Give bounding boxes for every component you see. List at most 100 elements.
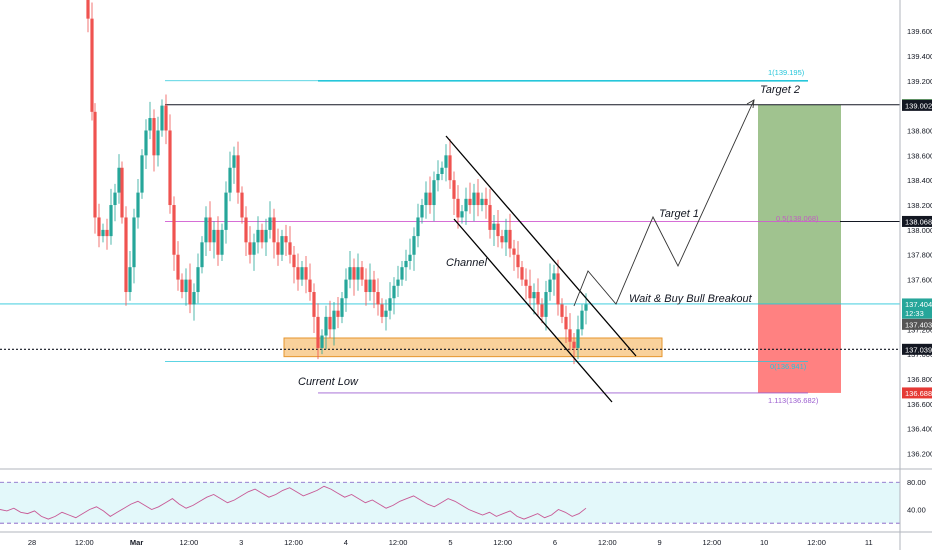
price-tick-label: 139.400 bbox=[907, 52, 932, 61]
candle-body bbox=[148, 118, 152, 131]
candle-body bbox=[212, 229, 216, 243]
candle-body bbox=[520, 267, 524, 280]
rsi-axis: 80.00 40.00 bbox=[907, 478, 926, 514]
candle-body bbox=[336, 310, 340, 317]
candle-body bbox=[556, 273, 560, 305]
fib-labels: 1(139.195) 0.5(138.068) 0(136.941) 1.113… bbox=[768, 68, 819, 405]
target1-label: Target 1 bbox=[659, 208, 699, 220]
candle-body bbox=[168, 130, 172, 206]
candle-body bbox=[256, 229, 260, 243]
price-tick-label: 138.000 bbox=[907, 226, 932, 235]
channel-upper-line[interactable] bbox=[445, 135, 637, 357]
rsi-tick-label: 40.00 bbox=[907, 506, 926, 515]
price-tag-label: 12:33 bbox=[905, 309, 924, 318]
candle-body bbox=[128, 267, 132, 293]
rsi-pane[interactable] bbox=[0, 481, 900, 524]
fib-label-05: 0.5(138.068) bbox=[776, 214, 819, 223]
candle-body bbox=[86, 0, 90, 19]
time-tick-label: 6 bbox=[553, 538, 557, 547]
candle-body bbox=[528, 285, 532, 299]
price-tag bbox=[902, 318, 932, 330]
channel-lower-line[interactable] bbox=[453, 218, 613, 403]
candle-body bbox=[560, 304, 564, 317]
candle-body bbox=[448, 155, 452, 181]
candle-body bbox=[428, 192, 432, 206]
candle-body bbox=[424, 192, 428, 206]
candle-body bbox=[536, 292, 540, 305]
profit-zone[interactable] bbox=[758, 104, 841, 304]
candle-body bbox=[93, 111, 97, 218]
candle-body bbox=[492, 223, 496, 230]
candle-body bbox=[476, 192, 480, 206]
candle-body bbox=[244, 217, 248, 243]
candle-body bbox=[308, 279, 312, 293]
candle-body bbox=[232, 155, 236, 168]
support-zone[interactable] bbox=[283, 337, 663, 358]
price-tag bbox=[902, 298, 932, 310]
price-tick-label: 136.800 bbox=[907, 375, 932, 384]
time-tick-label: 12:00 bbox=[807, 538, 826, 547]
candle-body bbox=[204, 217, 208, 243]
time-tick-label: 12:00 bbox=[284, 538, 303, 547]
candle-body bbox=[512, 248, 516, 255]
candle-body bbox=[196, 267, 200, 293]
candle-body bbox=[176, 254, 180, 280]
candle-body bbox=[316, 316, 320, 348]
candle-body bbox=[264, 229, 268, 243]
candle-body bbox=[220, 229, 224, 255]
price-tag-label: 137.404 bbox=[905, 300, 932, 309]
candle-body bbox=[372, 279, 376, 293]
price-tag-label: 138.068 bbox=[905, 217, 932, 226]
projection-path[interactable] bbox=[573, 99, 755, 307]
candle-body bbox=[484, 198, 488, 206]
candle-body bbox=[296, 267, 300, 280]
candle-body bbox=[184, 279, 188, 293]
fib-label-1: 1(139.195) bbox=[768, 68, 805, 77]
candle-body bbox=[124, 217, 128, 293]
price-tag-label: 136.688 bbox=[905, 389, 932, 398]
price-tick-label: 139.200 bbox=[907, 77, 932, 86]
candle-body bbox=[216, 229, 220, 255]
candle-body bbox=[272, 217, 276, 243]
candle-body bbox=[172, 205, 176, 255]
candle-body bbox=[109, 205, 113, 237]
candle-body bbox=[456, 198, 460, 218]
time-tick-label: 12:00 bbox=[703, 538, 722, 547]
candles bbox=[86, 0, 588, 365]
loss-zone[interactable] bbox=[758, 303, 841, 393]
candle-body bbox=[400, 267, 404, 280]
price-tag bbox=[902, 215, 932, 227]
time-tick-label: 5 bbox=[448, 538, 452, 547]
price-tag bbox=[902, 387, 932, 399]
candle-body bbox=[504, 229, 508, 243]
fib-label-0: 0(136.941) bbox=[770, 362, 807, 371]
drawings[interactable] bbox=[445, 99, 755, 403]
price-tick-label: 138.200 bbox=[907, 201, 932, 210]
breakout-label: Wait & Buy Bull Breakout bbox=[629, 293, 753, 305]
candle-body bbox=[584, 304, 588, 311]
time-tick-label: 11 bbox=[865, 538, 873, 547]
candle-body bbox=[568, 329, 572, 342]
candle-body bbox=[312, 292, 316, 317]
time-tick-label: 12:00 bbox=[75, 538, 94, 547]
candle-body bbox=[440, 167, 444, 174]
candle-body bbox=[408, 254, 412, 261]
time-axis[interactable]: 28 12:00 Mar 12:00 3 12:00 4 12:00 5 12:00 6 12:00 9… bbox=[28, 538, 873, 547]
candle-body bbox=[120, 167, 124, 218]
candle-body bbox=[152, 118, 156, 156]
time-tick-label: 28 bbox=[28, 538, 36, 547]
candle-body bbox=[416, 217, 420, 237]
candle-body bbox=[516, 254, 520, 268]
candle-body bbox=[348, 267, 352, 280]
candle-body bbox=[228, 167, 232, 193]
candle-body bbox=[132, 217, 136, 268]
price-tick-label: 137.800 bbox=[907, 251, 932, 260]
candle-body bbox=[340, 298, 344, 317]
candle-body bbox=[436, 173, 440, 181]
candle-body bbox=[580, 310, 584, 330]
candle-body bbox=[156, 130, 160, 156]
time-tick-label: 10 bbox=[760, 538, 768, 547]
horizontal-levels[interactable] bbox=[0, 79, 900, 394]
price-tick-label: 136.600 bbox=[907, 400, 932, 409]
